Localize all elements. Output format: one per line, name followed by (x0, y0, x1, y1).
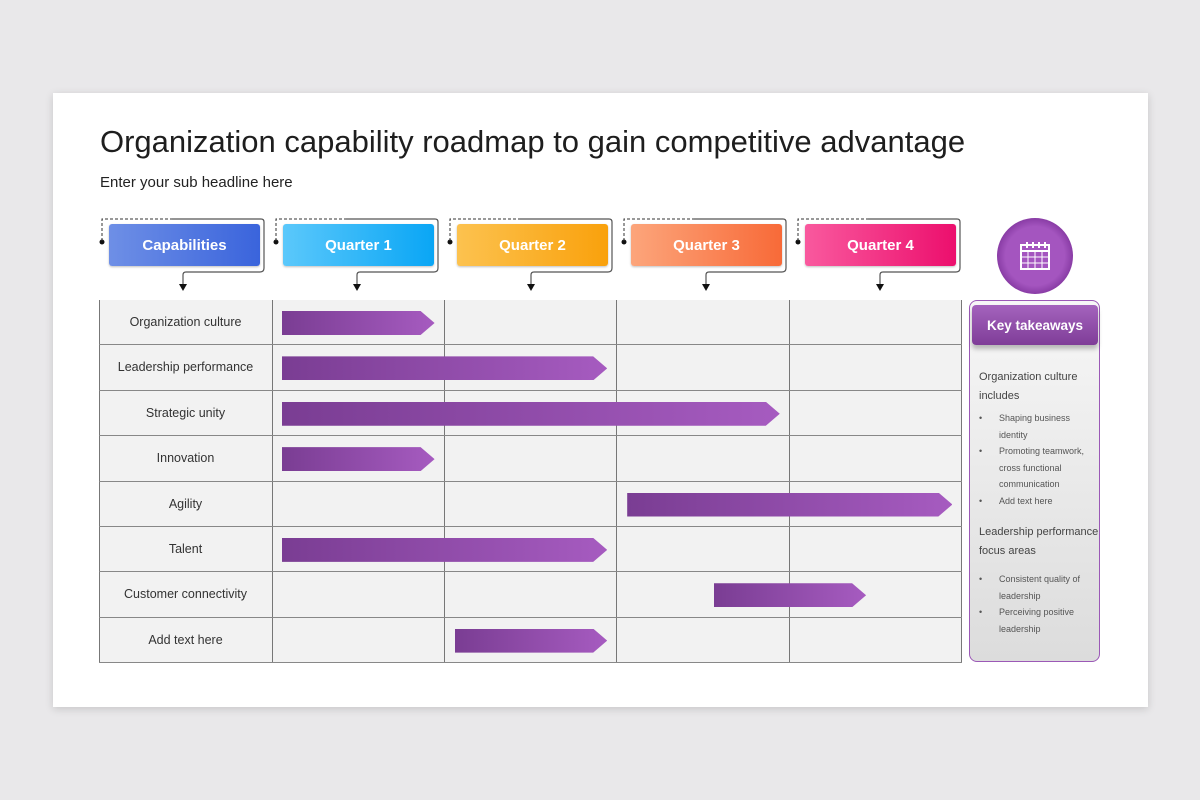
page-title: Organization capability roadmap to gain … (100, 124, 966, 159)
calendar-badge (997, 218, 1073, 294)
row-label: Organization culture (129, 315, 242, 329)
connector (273, 218, 439, 291)
header-capabilities: Capabilities (109, 224, 260, 266)
row-label: Add text here (148, 632, 223, 647)
bullet-item: Add text here (979, 493, 1097, 510)
header-quarter-2: Quarter 2 (457, 224, 608, 266)
timeline-bar (282, 356, 607, 380)
row-label: Customer connectivity (124, 587, 247, 602)
section-heading: Organization culture includes (979, 371, 1078, 402)
row-label: Strategic unity (145, 405, 226, 420)
grid-line (99, 390, 962, 391)
grid-line (99, 344, 962, 345)
row-label: Innovation (156, 451, 215, 466)
row-label: Talent (168, 541, 203, 556)
bullet-item: Perceiving positive leadership (979, 604, 1097, 637)
roadmap-table: Organization culture Leadership performan… (99, 300, 962, 663)
timeline-bar (714, 583, 867, 607)
timeline-bar (282, 311, 435, 335)
row-label: Agility (168, 496, 203, 511)
grid-line (99, 662, 962, 663)
row-label: Leadership performance (117, 360, 254, 375)
connector (447, 218, 613, 291)
subtitle: Enter your sub headline here (100, 174, 293, 191)
takeaways-title: Key takeaways (972, 305, 1098, 345)
calendar-icon (1020, 242, 1050, 270)
connector (99, 218, 265, 291)
grid-line (99, 481, 962, 482)
bullet-item: Promoting teamwork, cross functional com… (979, 443, 1097, 493)
timeline-bar (282, 538, 607, 562)
header-connectors (99, 218, 961, 291)
timeline-bar (282, 402, 780, 426)
bullet-item: Consistent quality of leadership (979, 571, 1097, 604)
header-quarter-3: Quarter 3 (631, 224, 782, 266)
timeline-bar (455, 629, 608, 653)
timeline-bar (627, 493, 952, 517)
section-heading: Leadership performance focus areas (979, 526, 1099, 557)
bullet-list: Shaping business identity Promoting team… (979, 410, 1097, 509)
bullet-list: Consistent quality of leadership Perceiv… (979, 571, 1097, 637)
header-quarter-1: Quarter 1 (283, 224, 434, 266)
bullet-item: Shaping business identity (979, 410, 1097, 443)
grid-line (99, 526, 962, 527)
connector (621, 218, 787, 291)
header-quarter-4: Quarter 4 (805, 224, 956, 266)
grid-line (99, 571, 962, 572)
grid-line (99, 617, 962, 618)
connector (795, 218, 961, 291)
grid-line (99, 435, 962, 436)
timeline-bar (282, 447, 435, 471)
